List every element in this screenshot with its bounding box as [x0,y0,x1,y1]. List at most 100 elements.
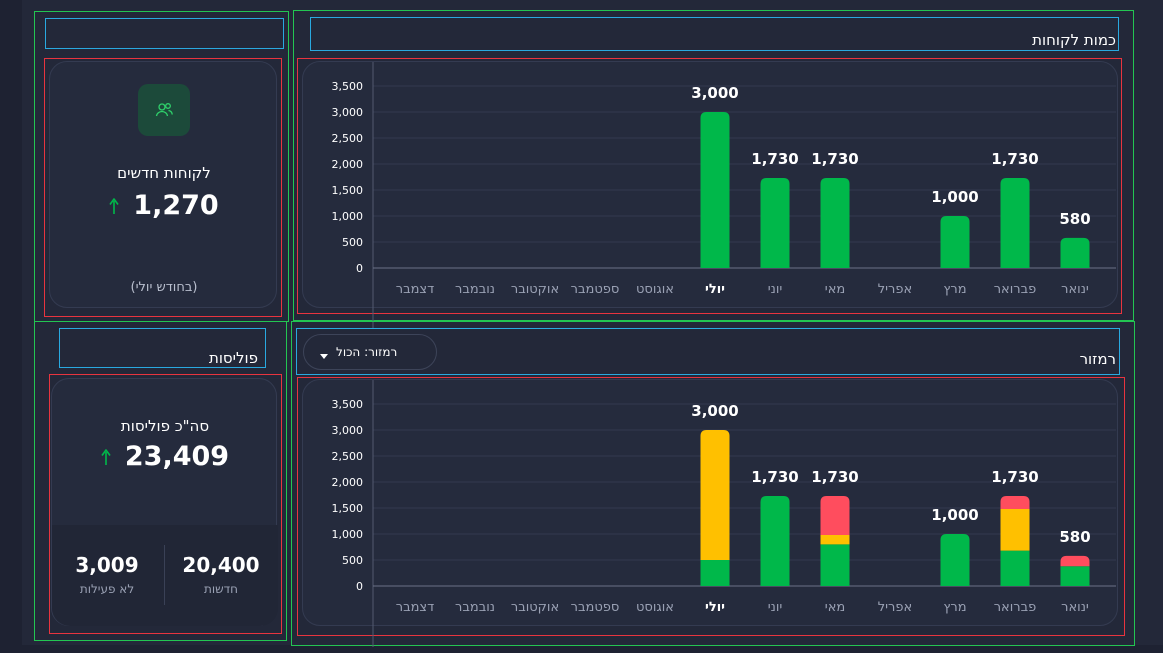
bar-value-label: 1,730 [751,150,798,168]
policies-new-label: חדשות [203,582,239,596]
bar-segment [760,178,790,268]
policies-section-title: פוליסות [208,349,258,367]
x-tick-label: יוני [768,600,783,615]
bar-segment [1060,566,1090,586]
reminder-section-header [296,328,1120,375]
bar-value-label: 1,730 [991,150,1038,168]
bar-segment [1000,509,1030,551]
customers-chart-outline [297,58,1122,314]
bar-segment [1060,555,1090,567]
new-customers-value-row: 1,270 [50,190,278,221]
bar-segment [820,496,850,536]
reminder-filter-dropdown[interactable]: רמזור: הכול [303,334,437,370]
bar-segment [820,178,850,268]
x-tick-label: דצמבר [396,600,435,615]
bar-segment [700,560,730,586]
policies-section-outline [34,321,287,641]
page-bottom-edge [0,645,1163,653]
x-tick-label: פברואר [994,282,1037,297]
bar-segment [820,544,850,586]
new-customers-value: 1,270 [133,190,219,221]
y-tick-label: 3,000 [332,106,364,119]
policies-total-label: סה"כ פוליסות [120,417,210,435]
customers-section-outline [293,10,1134,321]
policies-inactive-label: לא פעילות [79,582,135,596]
x-tick-label: יולי [705,600,725,615]
bar-segment [700,112,730,268]
bar-segment [940,216,970,268]
y-tick-label: 3,500 [332,398,364,411]
bar-value-label: 3,000 [691,84,738,102]
y-tick-label: 2,000 [332,158,364,171]
policies-new-value: 20,400 [182,553,260,577]
page-left-edge [0,0,22,653]
x-tick-label: נובמבר [455,282,495,297]
x-tick-label: אפריל [878,282,912,297]
x-tick-label: מאי [825,600,845,615]
policies-breakdown-panel [52,525,278,626]
bar-segment [1000,496,1030,510]
bar-value-label: 1,730 [991,468,1038,486]
bar-value-label: 1,730 [811,150,858,168]
x-tick-label: יוני [768,282,783,297]
new-customers-section-header [45,18,284,49]
x-tick-label: מאי [825,282,845,297]
y-tick-label: 1,000 [332,528,364,541]
policies-breakdown-divider [164,545,165,605]
bar-segment [1060,237,1090,268]
x-tick-label: אוקטובר [511,282,559,297]
y-tick-label: 0 [356,262,363,275]
reminder-section-outline [291,321,1135,646]
bar-value-label: 1,000 [931,188,978,206]
bar-segment [940,534,970,586]
new-customers-note: (בחודש יולי) [130,280,198,295]
policies-section-header [59,328,266,368]
bar-value-label: 3,000 [691,402,738,420]
policies-inactive-value: 3,009 [75,553,139,577]
y-tick-label: 3,000 [332,424,364,437]
bar-segment [1000,178,1030,268]
y-tick-label: 500 [342,554,363,567]
y-tick-label: 1,000 [332,210,364,223]
new-customers-card: לקוחות חדשים 1,270 (בחודש יולי) [49,61,277,308]
policies-value-row: 23,409 [52,441,278,472]
y-tick-label: 2,000 [332,476,364,489]
y-tick-label: 2,500 [332,132,364,145]
bar-segment [820,535,850,545]
new-customers-card-outline [44,58,282,317]
x-tick-label: אוקטובר [511,600,559,615]
x-tick-label: דצמבר [396,282,435,297]
bar-value-label: 1,730 [811,468,858,486]
x-tick-label: מרץ [943,600,966,615]
bar-segment [1000,550,1030,586]
x-tick-label: פברואר [994,600,1037,615]
bar-value-label: 580 [1059,528,1090,546]
x-tick-label: אוגוסט [636,282,674,297]
y-tick-label: 3,500 [332,80,364,93]
y-tick-label: 1,500 [332,502,364,515]
customers-section-header [310,17,1119,51]
reminder-filter-label: רמזור: הכול [336,345,398,359]
x-tick-label: מרץ [943,282,966,297]
x-tick-label: יולי [705,282,725,297]
policies-total-value: 23,409 [124,441,230,472]
policies-card-outline [49,374,282,634]
users-icon [138,84,190,136]
reminder-section-title: רמזור [1079,350,1116,368]
policies-card: סה"כ פוליסות 23,409 20,400 חדשות 3,009 ל… [51,378,278,626]
y-tick-label: 1,500 [332,184,364,197]
bar-value-label: 580 [1059,210,1090,228]
new-customers-label: לקוחות חדשים [117,164,211,182]
bar-segment [760,496,790,586]
y-tick-label: 0 [356,580,363,593]
bar-segment [700,430,730,560]
caret-down-icon [320,349,328,359]
y-tick-label: 500 [342,236,363,249]
bar-value-label: 1,000 [931,506,978,524]
reminder-chart-outline [297,377,1125,636]
x-tick-label: אפריל [878,600,912,615]
x-tick-label: ינואר [1061,282,1089,297]
x-tick-label: ספטמבר [571,600,620,615]
